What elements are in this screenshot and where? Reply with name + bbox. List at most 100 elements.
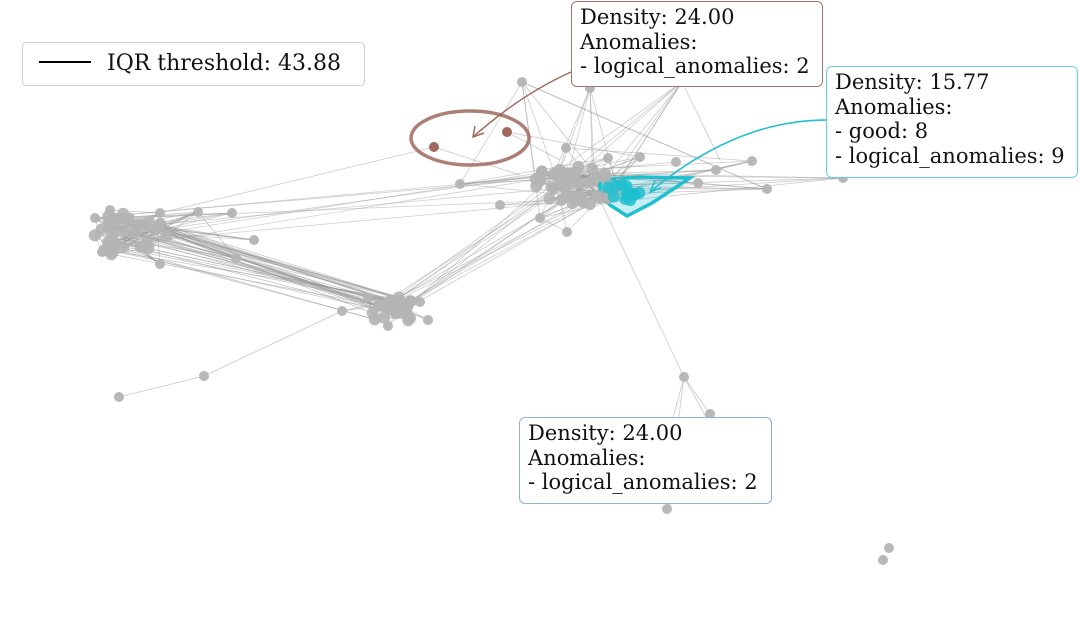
graph-edge [112,166,579,242]
graph-node [586,162,599,175]
graph-edge [609,160,753,191]
graph-edge [203,310,343,377]
annotation-density: Density: 24.00 [528,421,683,445]
graph-node [404,295,417,308]
graph-node [423,315,433,325]
annotation-anomaly-item: - good: 8 [835,119,929,143]
graph-node [566,176,578,189]
graph-edge [433,146,521,176]
graph-edge [135,173,554,234]
graph-edge [619,177,844,186]
graph-node [584,175,597,188]
graph-node [378,311,391,324]
annotation-anomalies-heading: Anomalies: [528,445,646,470]
legend-label: IQR threshold: 43.88 [107,51,342,76]
graph-edge [124,218,411,302]
brown-annotation-arrow [472,71,572,138]
graph-node [102,217,115,230]
graph-edge [110,247,375,320]
graph-node [535,213,545,223]
graph-edge [378,185,564,307]
graph-node [381,297,394,310]
graph-node [560,189,573,202]
graph-edge [113,188,554,229]
graph-node [671,157,681,167]
graph-node [199,371,209,381]
graph-edge [649,179,768,190]
graph-node [635,152,645,162]
graph-node [502,127,512,137]
graph-edge [565,147,753,162]
annotation-anomaly-item: - logical_anomalies: 2 [528,470,758,494]
graph-node [455,179,465,189]
graph-node [429,142,439,152]
graph-edge [559,87,591,171]
graph-node [628,188,641,201]
graph-node [142,215,155,228]
graph-node [193,207,203,217]
graph-node [577,196,590,209]
annotation-box-brown-cluster: Density: 24.00 Anomalies: - logical_anom… [571,1,823,87]
graph-node [249,235,259,245]
annotation-anomaly-item: - logical_anomalies: 2 [580,54,810,78]
graph-edge [521,81,768,190]
graph-node [97,247,107,257]
graph-node [878,555,888,565]
graph-node [105,205,115,215]
graph-node [395,299,408,312]
graph-node [117,240,130,253]
cyan-annotation-arrow [649,119,827,193]
graph-edge [148,221,394,311]
graph-node [607,190,620,203]
graph-edge [150,226,392,301]
graph-node [561,143,571,153]
graph-edge [521,81,556,176]
graph-node [415,297,425,307]
graph-edge [108,173,606,217]
graph-node [562,227,572,237]
graph-edge [115,199,562,219]
brown-cluster-ellipse [409,109,531,167]
graph-edge [589,87,593,169]
graph-node [679,372,689,382]
graph-node [517,77,527,87]
graph-edge [111,245,402,306]
graph-edge [681,81,721,161]
graph-node [114,392,124,402]
graph-edge [104,172,575,251]
graph-node [534,174,547,187]
graph-node [155,208,165,218]
graph-edge [392,203,591,311]
graph-edge [159,146,435,214]
graph-node [495,200,505,210]
graph-node [610,180,623,192]
annotation-density: Density: 15.77 [835,70,990,94]
annotation-box-cyan-cluster: Density: 15.77 Anomalies: - good: 8 - lo… [826,66,1078,178]
graph-edge [459,81,523,185]
graph-edge [521,81,601,181]
graph-edge [506,131,561,161]
graph-edge [599,199,685,378]
graph-node [662,504,672,514]
graph-node [107,245,120,258]
graph-node [368,313,381,326]
graph-edge [112,240,411,319]
graph-edge [128,217,409,321]
graph-node [402,314,415,327]
graph-node [747,156,757,166]
annotation-density: Density: 24.00 [580,5,735,29]
graph-edge [139,223,394,311]
brown-annotation-arrow-head [472,125,485,139]
annotation-anomalies-heading: Anomalies: [835,94,953,119]
graph-node [363,293,373,303]
graph-node [619,193,632,206]
graph-edge [521,81,541,219]
graph-edge [118,375,205,398]
graph-node [117,207,130,220]
graph-node [155,259,165,269]
graph-edge [108,174,570,217]
graph-node [711,165,721,175]
graph-node [383,321,393,331]
graph-node [129,227,142,239]
